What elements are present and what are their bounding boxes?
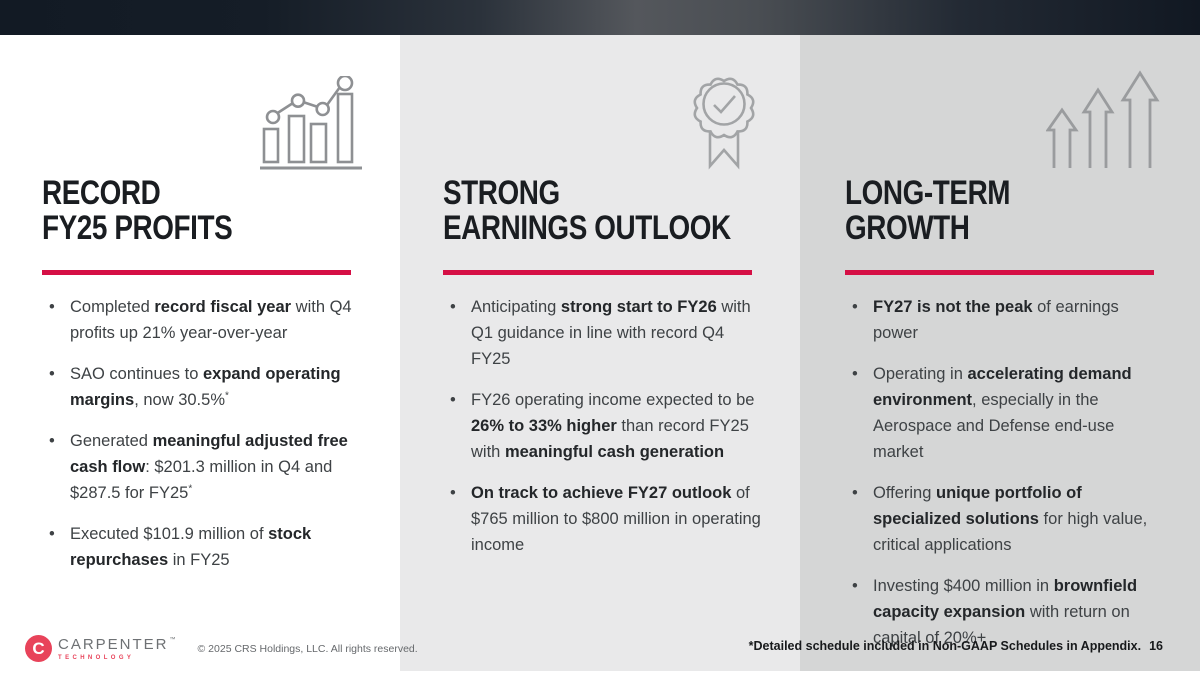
column-3-icon-row bbox=[845, 68, 1164, 170]
bullet-item: FY26 operating income expected to be 26%… bbox=[443, 387, 764, 465]
title-line-2: GROWTH bbox=[845, 209, 970, 247]
award-badge-check-icon bbox=[684, 70, 764, 170]
bullet-item: SAO continues to expand operating margin… bbox=[42, 361, 364, 413]
bullet-item: Offering unique portfolio of specialized… bbox=[845, 480, 1164, 558]
brand-name: CARPENTER bbox=[58, 635, 169, 653]
bullet-item: Investing $400 million in brownfield cap… bbox=[845, 573, 1164, 651]
bullet-item: Completed record fiscal year with Q4 pro… bbox=[42, 294, 364, 346]
column-record-fy25-profits: RECORD FY25 PROFITS Completed record fis… bbox=[0, 35, 400, 671]
column-title: LONG-TERM GROWTH bbox=[845, 176, 1107, 246]
bullet-list: FY27 is not the peak of earnings power Op… bbox=[845, 294, 1164, 651]
title-line-2: EARNINGS OUTLOOK bbox=[443, 209, 731, 247]
column-title: STRONG EARNINGS OUTLOOK bbox=[443, 174, 731, 247]
carpenter-logo-icon: C bbox=[25, 635, 52, 662]
bullet-list: Completed record fiscal year with Q4 pro… bbox=[42, 294, 364, 573]
bullet-item: Operating in accelerating demand environ… bbox=[845, 361, 1164, 465]
column-long-term-growth: LONG-TERM GROWTH FY27 is not the peak of… bbox=[800, 35, 1200, 671]
bullet-item: Generated meaningful adjusted free cash … bbox=[42, 428, 364, 506]
accent-divider bbox=[42, 270, 351, 275]
bullet-item: Anticipating strong start to FY26 with Q… bbox=[443, 294, 764, 372]
column-1-icon-row bbox=[42, 68, 364, 170]
copyright-text: © 2025 CRS Holdings, LLC. All rights res… bbox=[197, 642, 418, 655]
top-gradient-band bbox=[0, 0, 1200, 35]
footnote: *Detailed schedule included in Non-GAAP … bbox=[749, 639, 1163, 653]
accent-divider bbox=[845, 270, 1154, 275]
growth-arrows-icon bbox=[1046, 68, 1164, 170]
page-number: 16 bbox=[1149, 639, 1163, 653]
bar-chart-trend-icon bbox=[258, 76, 364, 170]
title-line-2: FY25 PROFITS bbox=[42, 209, 233, 247]
columns-container: RECORD FY25 PROFITS Completed record fis… bbox=[0, 35, 1200, 671]
accent-divider bbox=[443, 270, 752, 275]
bullet-list: Anticipating strong start to FY26 with Q… bbox=[443, 294, 764, 558]
title-line-1: LONG-TERM bbox=[845, 174, 1011, 212]
title-line-1: RECORD bbox=[42, 174, 161, 212]
column-strong-earnings-outlook: STRONG EARNINGS OUTLOOK Anticipating str… bbox=[400, 35, 800, 671]
footnote-text: *Detailed schedule included in Non-GAAP … bbox=[748, 639, 1142, 653]
column-2-icon-row bbox=[443, 68, 764, 170]
bullet-item: On track to achieve FY27 outlook of $765… bbox=[443, 480, 764, 558]
bullet-item: FY27 is not the peak of earnings power bbox=[845, 294, 1164, 346]
carpenter-wordmark: CARPENTER ™ TECHNOLOGY bbox=[58, 637, 176, 661]
title-line-1: STRONG bbox=[443, 174, 560, 212]
trademark-symbol: ™ bbox=[169, 636, 176, 643]
brand-subtitle: TECHNOLOGY bbox=[58, 654, 135, 661]
column-title: RECORD FY25 PROFITS bbox=[42, 176, 306, 246]
bullet-item: Executed $101.9 million of stock repurch… bbox=[42, 521, 364, 573]
footer: C CARPENTER ™ TECHNOLOGY © 2025 CRS Hold… bbox=[25, 635, 418, 662]
